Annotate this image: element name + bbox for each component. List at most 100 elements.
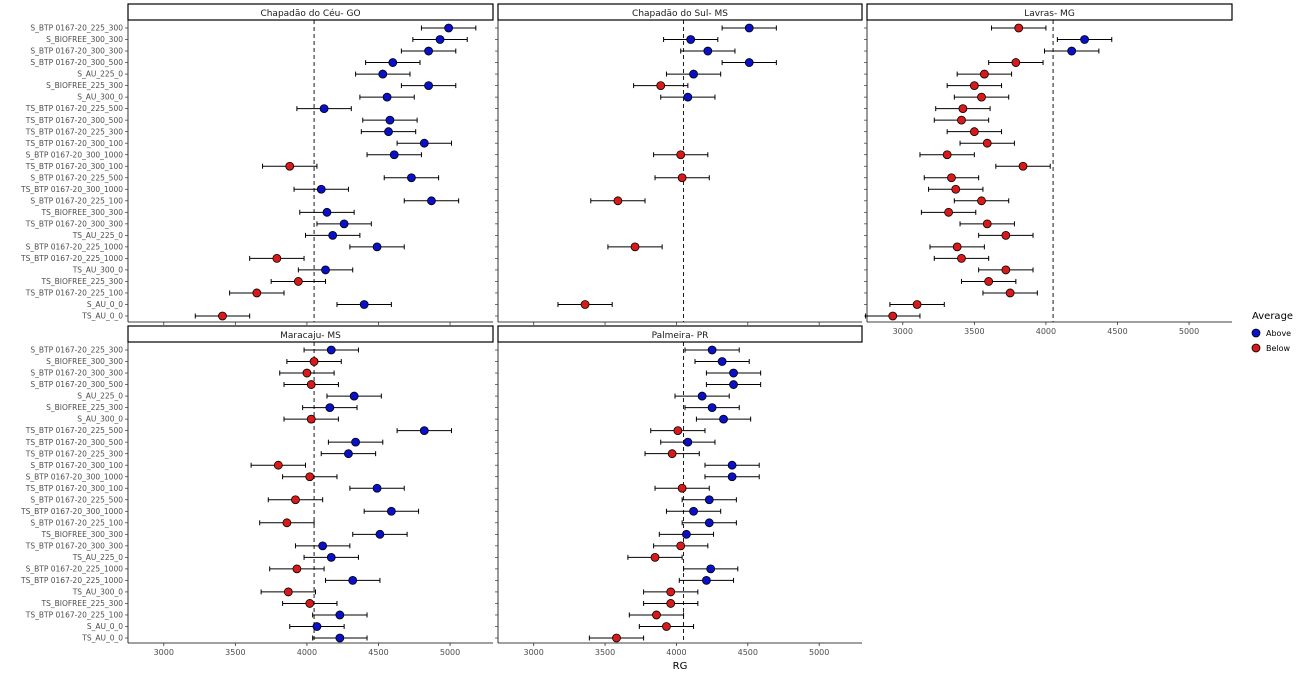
point-above — [717, 357, 727, 366]
point-above — [683, 437, 693, 447]
point-below — [984, 277, 994, 286]
y-tick-label: TS_AU_0_0 — [81, 634, 123, 643]
point-below — [218, 311, 227, 321]
point-below — [302, 368, 312, 378]
point-above — [707, 345, 717, 355]
panel-title: Lavras- MG — [1024, 9, 1075, 19]
point-above — [707, 403, 717, 413]
panel-title: Chapadão do Sul- MS — [632, 9, 728, 19]
panel-title: Maracaju- MS — [280, 331, 341, 341]
point-below — [652, 610, 661, 620]
point-above — [318, 541, 328, 551]
point-above — [321, 265, 330, 275]
panel-strip — [497, 3, 863, 21]
point-below — [977, 196, 986, 206]
y-tick-label: TS_BTP 0167-20_300_300 — [25, 219, 123, 228]
y-tick-label: TS_BTP 0167-20_300_1000 — [20, 507, 123, 516]
point-below — [947, 173, 956, 183]
panel-strip — [866, 3, 1233, 21]
point-below — [305, 472, 315, 482]
point-below — [293, 277, 303, 286]
point-below — [942, 150, 952, 160]
point-below — [1001, 230, 1011, 240]
y-tick-label: TS_BTP 0167-20_225_1000 — [20, 254, 123, 263]
y-tick-label: TS_BTP 0167-20_300_100 — [25, 139, 123, 148]
point-below — [285, 161, 295, 171]
point-above — [328, 230, 338, 240]
x-tick-label: 3000 — [524, 648, 544, 657]
point-below — [612, 633, 621, 643]
panel-1: Chapadão do Sul- MS — [495, 3, 863, 325]
panel-title: Chapadão do Céu- GO — [260, 8, 360, 19]
point-above — [375, 529, 385, 539]
point-below — [306, 380, 316, 389]
point-above — [729, 368, 738, 378]
point-above — [689, 506, 698, 516]
point-below — [1018, 161, 1028, 171]
x-tick-label: 4500 — [738, 648, 758, 657]
point-below — [969, 81, 979, 90]
y-tick-label: TS_BIOFREE_300_300 — [41, 530, 124, 539]
point-above — [335, 633, 345, 643]
point-above — [322, 207, 332, 217]
y-tick-label: S_BTP 0167-20_225_1000 — [26, 564, 124, 573]
point-below — [1011, 58, 1021, 67]
point-below — [306, 414, 316, 424]
point-below — [677, 483, 687, 493]
point-above — [727, 460, 737, 470]
point-below — [662, 622, 671, 631]
point-below — [630, 242, 640, 252]
point-below — [282, 518, 292, 528]
y-tick-label: TS_AU_225_0 — [72, 553, 124, 562]
point-above — [384, 127, 393, 137]
legend-label-above: Above — [1266, 329, 1291, 338]
y-tick-label: TS_BTP 0167-20_300_500 — [25, 116, 123, 125]
x-tick-label: 5000 — [1179, 327, 1199, 336]
point-below — [666, 587, 676, 597]
point-above — [704, 495, 714, 505]
y-tick-label: S_BTP 0167-20_300_300 — [30, 369, 123, 378]
point-above — [348, 576, 358, 585]
y-tick-label: S_BIOFREE_225_300 — [46, 403, 123, 412]
y-tick-label: S_BIOFREE_300_300 — [46, 357, 123, 366]
point-above — [378, 69, 388, 79]
y-tick-label: TS_BTP 0167-20_225_500 — [25, 426, 123, 435]
y-tick-label: TS_AU_0_0 — [81, 312, 123, 321]
point-below — [252, 288, 262, 298]
y-tick-label: S_BTP 0167-20_225_300 — [30, 24, 123, 33]
point-above — [424, 46, 433, 56]
point-below — [667, 449, 677, 459]
y-tick-label: S_BTP 0167-20_300_100 — [30, 461, 123, 470]
y-tick-label: S_AU_0_0 — [87, 300, 123, 309]
x-tick-label: 4000 — [297, 648, 317, 657]
y-tick-label: S_BIOFREE_300_300 — [46, 35, 123, 44]
y-tick-label: S_BTP 0167-20_300_500 — [30, 380, 123, 389]
point-below — [1014, 23, 1024, 33]
point-above — [382, 92, 392, 102]
point-below — [958, 104, 968, 114]
point-below — [952, 242, 962, 252]
y-tick-label: TS_BTP 0167-20_225_100 — [25, 611, 123, 620]
point-below — [982, 138, 992, 148]
point-above — [427, 196, 436, 206]
y-tick-label: S_BTP 0167-20_300_300 — [30, 47, 123, 56]
point-above — [335, 610, 345, 620]
point-below — [957, 253, 966, 263]
point-below — [676, 541, 686, 551]
point-below — [666, 599, 676, 608]
panel-strip — [127, 3, 494, 21]
legend-key-above — [1251, 328, 1261, 338]
point-above — [319, 104, 329, 114]
point-below — [957, 115, 966, 125]
point-above — [389, 150, 399, 160]
point-below — [283, 587, 293, 597]
y-tick-label: S_AU_0_0 — [87, 622, 123, 631]
point-above — [697, 391, 707, 401]
y-tick-label: TS_BTP 0167-20_225_100 — [25, 289, 123, 298]
y-tick-label: TS_BIOFREE_300_300 — [41, 208, 124, 217]
x-tick-label: 4500 — [368, 648, 388, 657]
point-above — [419, 426, 429, 436]
panel-2: Lavras- MG 3000 3500 4000 4500 5000 — [864, 3, 1233, 336]
y-tick-label: S_BTP 0167-20_225_500 — [30, 495, 123, 504]
